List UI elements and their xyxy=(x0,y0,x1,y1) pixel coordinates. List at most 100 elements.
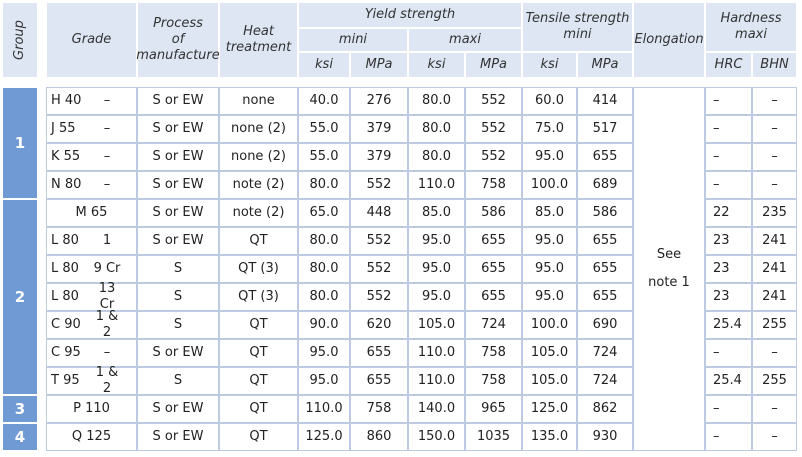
cell-text: S or EW xyxy=(152,401,204,416)
body-cell: QT xyxy=(219,311,298,339)
body-cell: 930 xyxy=(577,423,633,451)
cell-text: 724 xyxy=(592,373,618,388)
body-cell: C 95 – xyxy=(46,339,137,367)
header-text: mini xyxy=(338,32,368,47)
body-cell: 22 xyxy=(705,199,752,227)
body-cell: 552 xyxy=(465,143,522,171)
cell-text: 150.0 xyxy=(417,429,456,444)
header-text: Tensile strength xyxy=(525,11,630,26)
cell-text: 85.0 xyxy=(535,205,564,220)
cell-text: 655 xyxy=(592,233,618,248)
header-text: Group xyxy=(12,20,27,60)
body-cell: 110.0 xyxy=(298,395,350,423)
cell-text: – xyxy=(771,177,778,192)
body-cell: – xyxy=(705,339,752,367)
body-cell: – xyxy=(705,115,752,143)
body-cell: – xyxy=(752,115,797,143)
body-cell: L 80 9 Cr xyxy=(46,255,137,283)
header-text: Hardness xyxy=(720,11,782,26)
body-cell: 860 xyxy=(350,423,408,451)
cell-text: 75.0 xyxy=(535,121,564,136)
cell-text: 586 xyxy=(481,205,506,220)
body-cell: 655 xyxy=(577,255,633,283)
cell-text: 95.0 xyxy=(422,289,451,304)
grade-note: 1 xyxy=(102,233,112,248)
cell-text: 80.0 xyxy=(422,149,451,164)
body-cell: P 110 xyxy=(46,395,137,423)
cell-text: 552 xyxy=(366,289,392,304)
group-cell: 3 xyxy=(2,395,38,423)
body-cell: 65.0 xyxy=(298,199,350,227)
cell-text: – xyxy=(771,429,778,444)
cell-text: QT xyxy=(249,429,268,444)
body-cell: 80.0 xyxy=(408,87,465,115)
body-cell: QT xyxy=(219,339,298,367)
cell-text: 255 xyxy=(762,373,787,388)
cell-text: 80.0 xyxy=(309,261,339,276)
cell-text: 655 xyxy=(592,261,618,276)
header-cell: Tensile strength mini xyxy=(522,2,633,52)
grade-note: 1 & 2 xyxy=(95,309,119,340)
body-cell: C 90 1 & 2 xyxy=(46,309,137,340)
body-cell: QT xyxy=(219,367,298,395)
header-cell: Yield strength xyxy=(298,2,522,28)
body-cell: QT xyxy=(219,227,298,255)
cell-text: 255 xyxy=(762,317,787,332)
body-cell: 105.0 xyxy=(522,367,577,395)
body-cell: – xyxy=(752,423,797,451)
body-cell: L 80 13 Cr xyxy=(46,281,137,312)
grade-note: 13 Cr xyxy=(98,281,116,312)
group-cell: 2 xyxy=(2,199,38,395)
grade-note: 9 Cr xyxy=(93,261,121,276)
body-cell: 620 xyxy=(350,311,408,339)
group-label: 2 xyxy=(14,288,26,306)
cell-text: S or EW xyxy=(152,177,204,192)
cell-text: S xyxy=(173,261,183,276)
cell-text: 80.0 xyxy=(422,93,451,108)
body-cell: N 80 – xyxy=(46,171,137,199)
body-cell: 23 xyxy=(705,255,752,283)
cell-text: QT xyxy=(249,373,268,388)
cell-text: 552 xyxy=(481,149,506,164)
cell-text: 80.0 xyxy=(309,289,339,304)
grade-text: N 80 xyxy=(51,177,82,192)
body-cell: – xyxy=(752,171,797,199)
body-cell: 655 xyxy=(465,227,522,255)
cell-text: QT (3) xyxy=(238,289,279,304)
grade-note: – xyxy=(103,121,111,136)
cell-text: S or EW xyxy=(152,233,204,248)
grade-note: 1 & 2 xyxy=(95,365,119,396)
body-cell: 80.0 xyxy=(298,171,350,199)
body-cell: T 95 1 & 2 xyxy=(46,365,137,396)
grade-text: L 80 xyxy=(51,289,79,304)
cell-text: 689 xyxy=(592,177,618,192)
body-cell: 758 xyxy=(465,339,522,367)
body-cell: 552 xyxy=(465,115,522,143)
body-cell: 95.0 xyxy=(408,255,465,283)
group-cell: 1 xyxy=(2,87,38,199)
cell-text: 95.0 xyxy=(535,289,564,304)
body-cell: 255 xyxy=(752,367,797,395)
header-cell: MPa xyxy=(465,52,522,78)
body-cell: 758 xyxy=(465,367,522,395)
body-cell: 110.0 xyxy=(408,367,465,395)
body-cell: – xyxy=(705,171,752,199)
cell-text: 80.0 xyxy=(309,233,339,248)
cell-text: 55.0 xyxy=(309,149,339,164)
body-cell: 80.0 xyxy=(408,143,465,171)
cell-text: 60.0 xyxy=(535,93,564,108)
body-cell: 655 xyxy=(350,339,408,367)
header-cell: mini xyxy=(298,28,408,52)
body-cell: 690 xyxy=(577,311,633,339)
body-cell: 110.0 xyxy=(408,171,465,199)
body-cell: – xyxy=(705,395,752,423)
group-cell: 4 xyxy=(2,423,38,451)
unit-text: ksi xyxy=(540,57,559,72)
body-cell: none (2) xyxy=(219,143,298,171)
cell-text: 140.0 xyxy=(417,401,456,416)
body-cell: See note 1 xyxy=(633,87,705,451)
body-cell: 655 xyxy=(577,143,633,171)
cell-text: 80.0 xyxy=(422,121,451,136)
cell-text: 95.0 xyxy=(535,233,564,248)
